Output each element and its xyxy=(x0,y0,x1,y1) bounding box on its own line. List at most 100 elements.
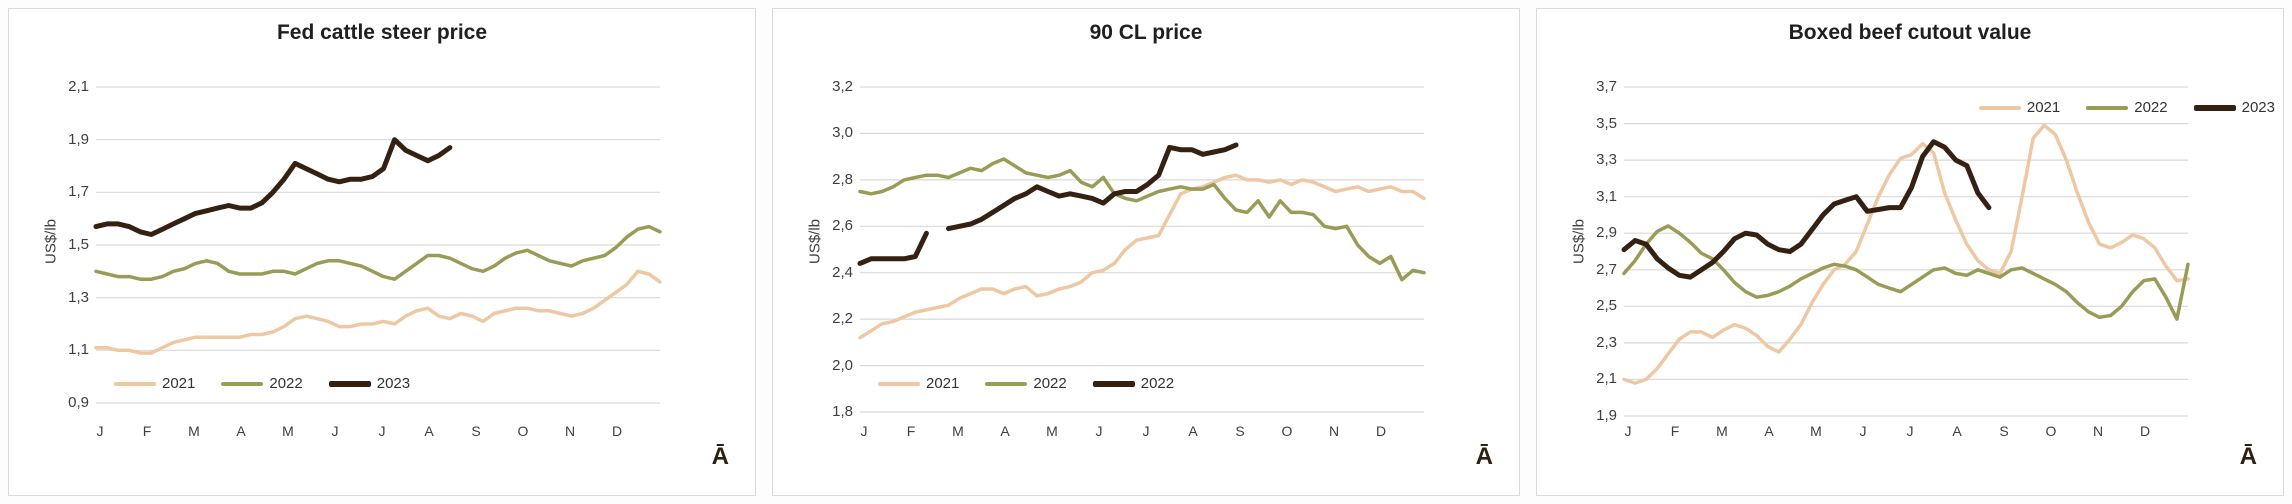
y-tick-label: 0,9 xyxy=(68,394,89,411)
x-tick-label: N xyxy=(564,423,576,439)
x-tick-label: F xyxy=(142,423,152,439)
x-tick-label: J xyxy=(96,423,104,439)
plot-area: 3,7 3,5 3,3 3,1 2,9 2,7 2,5 2,3 2,1 1,9 J F M A M J J A S O… xyxy=(1537,9,2285,497)
legend-item-2022: 2022 xyxy=(2086,99,2168,116)
x-tick-label: D xyxy=(1375,423,1387,439)
legend-item-2021: 2021 xyxy=(1978,99,2061,116)
x-tick-label: M xyxy=(1046,423,1058,439)
legend-swatch xyxy=(1092,380,1135,387)
y-tick-label: 2,7 xyxy=(1596,260,1617,278)
legend-swatch xyxy=(328,380,371,387)
y-tick-label: 3,0 xyxy=(832,124,853,142)
series-line-2022 xyxy=(1622,224,2190,321)
y-tick-label: 2,6 xyxy=(832,217,853,235)
legend: 2021 2022 2023 xyxy=(114,375,410,392)
chart-canvas xyxy=(93,86,662,404)
y-tick-label: 1,8 xyxy=(832,403,853,420)
y-tick-label: 2,5 xyxy=(1596,297,1617,315)
x-tick-label: J xyxy=(1142,423,1150,439)
y-tick-label: 3,2 xyxy=(832,78,853,95)
y-tick-label: 2,2 xyxy=(832,310,853,328)
chart-title: 90 CL price xyxy=(1089,21,1203,44)
legend-item-2022: 2022 xyxy=(1092,375,1174,392)
series-line-2022 xyxy=(857,230,929,266)
y-tick-label: 2,8 xyxy=(832,170,853,188)
x-tick-label: M xyxy=(1810,423,1822,439)
chart-title: Boxed beef cutout value xyxy=(1788,21,2032,44)
x-tick-label: S xyxy=(471,423,481,439)
x-tick-label: J xyxy=(1906,423,1914,439)
chart-panel-fed-cattle-steer-price: Fed cattle steer price US$/lb 2,1 1,9 1,7 1… xyxy=(8,8,756,496)
legend-label: 2021 xyxy=(162,375,196,392)
x-tick-label: J xyxy=(860,423,868,439)
x-tick-label: F xyxy=(1670,423,1680,439)
legend-item-2022: 2022 xyxy=(221,375,303,392)
legend-swatch xyxy=(985,381,1028,386)
x-tick-label: M xyxy=(282,423,294,439)
series-line-2022 xyxy=(858,157,1426,282)
x-tick-label: J xyxy=(331,423,339,439)
x-tick-label: A xyxy=(236,423,246,439)
x-tick-label: N xyxy=(2092,423,2104,439)
legend-label: 2022 xyxy=(1033,375,1067,392)
y-tick-label: 1,3 xyxy=(68,288,89,306)
legend-label: 2021 xyxy=(926,375,960,392)
series-line-2021 xyxy=(1622,123,2190,385)
legend-label: 2023 xyxy=(376,375,411,392)
legend-swatch xyxy=(114,381,156,386)
y-tick-label: 1,5 xyxy=(68,236,89,253)
y-tick-label: 2,3 xyxy=(1596,333,1617,351)
legend: 2021 2022 2022 xyxy=(878,375,1174,392)
legend-label: 2022 xyxy=(269,375,303,392)
legend-item-2021: 2021 xyxy=(878,375,959,392)
series-line-2021 xyxy=(94,269,662,355)
y-tick-label: 1,1 xyxy=(68,341,89,359)
y-tick-label: 1,9 xyxy=(68,130,89,148)
series-line-2023 xyxy=(93,137,453,237)
x-tick-label: A xyxy=(424,423,434,439)
x-tick-label: J xyxy=(1095,423,1103,439)
plot-area: 2,1 1,9 1,7 1,5 1,3 1,1 0,9 J F M A M J J A S O N D xyxy=(9,9,757,497)
legend-swatch xyxy=(1978,105,2021,110)
x-tick-label: D xyxy=(611,423,623,439)
plot-area: 3,2 3,0 2,8 2,6 2,4 2,2 2,0 1,8 J F M A M J J A S O N D xyxy=(773,9,1521,497)
series-line-2023 xyxy=(1621,139,1992,280)
x-tick-label: N xyxy=(1328,423,1340,439)
legend-swatch xyxy=(2086,105,2129,110)
series-line-2022 xyxy=(94,224,662,281)
y-tick-label: 3,7 xyxy=(1596,78,1617,95)
y-tick-label: 3,1 xyxy=(1596,187,1617,205)
x-tick-label: F xyxy=(906,423,916,439)
x-tick-label: D xyxy=(2139,423,2151,439)
legend-swatch xyxy=(878,381,920,386)
y-tick-label: 2,1 xyxy=(68,78,89,95)
chart-panel-90-cl-price: 90 CL price US$/lb 3,2 3,0 2,8 2,6 2,4 2,2 2,0… xyxy=(772,8,1520,496)
legend-item-2023: 2023 xyxy=(2193,99,2275,116)
legend-label: 2021 xyxy=(2026,99,2061,116)
y-tick-label: 2,0 xyxy=(832,356,853,374)
legend-item-2021: 2021 xyxy=(114,375,195,392)
legend-label: 2022 xyxy=(2134,99,2168,116)
chart-panel-boxed-beef-cutout-value: Boxed beef cutout value US$/lb 3,7 3,5 3,3… xyxy=(1536,8,2284,496)
x-tick-label: O xyxy=(517,423,529,439)
x-tick-label: A xyxy=(1764,423,1774,439)
chart-canvas xyxy=(857,86,1426,413)
y-tick-label: 3,3 xyxy=(1596,151,1617,169)
legend-label: 2023 xyxy=(2241,99,2275,116)
legend-swatch xyxy=(2193,104,2236,111)
x-tick-label: J xyxy=(1859,423,1867,439)
x-tick-label: M xyxy=(952,423,964,439)
y-tick-label: 2,4 xyxy=(832,263,853,281)
stray-character: Ā xyxy=(2239,443,2257,470)
y-tick-label: 2,1 xyxy=(1596,370,1617,388)
x-tick-label: A xyxy=(1188,423,1198,439)
x-tick-label: A xyxy=(1000,423,1010,439)
x-tick-label: S xyxy=(1235,423,1245,439)
y-tick-label: 1,9 xyxy=(1596,407,1617,424)
series-line-2022 xyxy=(946,142,1239,232)
x-tick-label: A xyxy=(1952,423,1962,439)
y-tick-label: 2,9 xyxy=(1596,224,1617,242)
x-tick-label: J xyxy=(1624,423,1632,439)
x-tick-label: O xyxy=(2045,423,2057,439)
